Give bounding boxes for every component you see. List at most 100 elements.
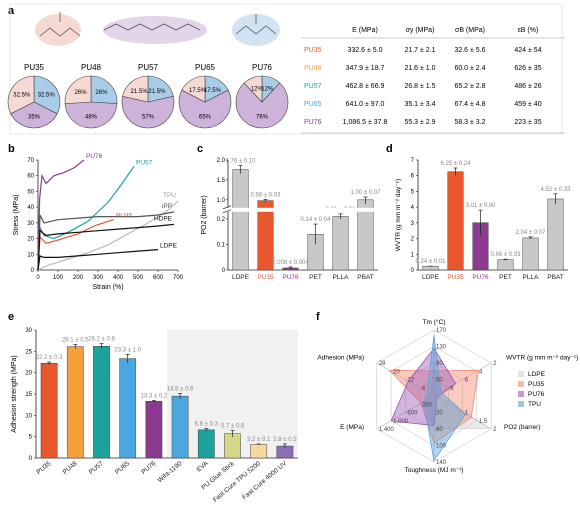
bar xyxy=(145,401,163,459)
series-label: LDPE xyxy=(160,243,178,250)
y-axis-label: Adhesion strength (MPa) xyxy=(11,355,18,432)
category-label: EVA xyxy=(195,460,210,474)
y-tick-label: 6 xyxy=(411,174,415,180)
data-label: 5.7 ± 0.8 xyxy=(221,423,245,429)
segment-highlight-pink xyxy=(35,14,81,46)
bar xyxy=(119,358,137,459)
series-label: PU57 xyxy=(136,159,153,166)
bar xyxy=(332,216,349,271)
category-label: Fast Cure TPU 5200 xyxy=(212,460,262,504)
legend-swatch xyxy=(518,401,524,407)
panel-a-frame xyxy=(9,3,563,135)
category-label: Wiht-1190 xyxy=(157,460,184,484)
data-label: 6.6 ± 0.3 xyxy=(195,422,219,428)
radar-tick-label: 60 xyxy=(436,427,443,433)
panel-label-c: c xyxy=(197,143,203,155)
panel-label-f: f xyxy=(316,311,320,323)
radar-axis-label: Tm (°C) xyxy=(423,318,446,326)
pie-slice-label: 26% xyxy=(75,90,88,96)
category-label: PBAT xyxy=(547,274,564,281)
bar xyxy=(232,169,249,271)
data-label: 0.66 ± 0.03 xyxy=(491,252,522,258)
radar-axis xyxy=(376,395,435,430)
pie-slice xyxy=(10,101,58,129)
table-cell: 1,086.5 ± 37.8 xyxy=(343,119,388,126)
y-tick-label: 2.0 xyxy=(217,158,226,164)
bond-line xyxy=(39,27,81,37)
wvtr-plot: 0.24 ± 0.01 LDPE 6.25 ± 0.24 PU35 3.01 ± 0.8… xyxy=(395,158,571,281)
bar xyxy=(93,345,110,459)
table-cell: 347.9 ± 18.7 xyxy=(346,65,385,72)
y-tick-label: 20 xyxy=(27,237,34,243)
x-tick-label: 0 xyxy=(36,275,40,281)
bar xyxy=(250,444,268,459)
category-label: PU57 xyxy=(88,460,105,476)
bar xyxy=(497,259,514,271)
segment-highlight-blue xyxy=(232,14,280,46)
y-tick-label: 60 xyxy=(27,174,34,180)
pie-slice xyxy=(243,75,263,103)
y-tick-label: 5 xyxy=(411,189,415,195)
y-tick-label: 10 xyxy=(27,252,34,258)
radar-tick-label: 170 xyxy=(436,328,447,334)
series-label: TPU xyxy=(163,192,176,199)
x-tick-label: 700 xyxy=(173,275,184,281)
pie-title: PU76 xyxy=(252,63,273,72)
y-axis-label: PO2 (barrer) xyxy=(201,195,208,234)
radar-tick-label: 600 xyxy=(407,411,418,417)
data-label: 1.00 ± 0.07 xyxy=(351,190,382,196)
pie-title: PU65 xyxy=(195,63,216,72)
legend-label: PU35 xyxy=(528,381,545,388)
panel-label-e: e xyxy=(8,311,14,323)
table-header: σy (MPa) xyxy=(406,27,435,34)
bar xyxy=(171,395,189,459)
radar-series xyxy=(388,369,480,445)
data-label: 0.14 ± 0.04 xyxy=(301,217,332,223)
radar-tick-label: 90 xyxy=(436,361,443,367)
legend-label: LDPE xyxy=(528,371,546,378)
pie-slice xyxy=(7,75,35,115)
radar-tick-label: 8 xyxy=(450,386,454,392)
table-cell: 21.7 ± 2.1 xyxy=(404,47,435,54)
category-label: PU76 xyxy=(140,460,157,476)
data-label: 13.3 ± 0.2 xyxy=(141,393,168,399)
radar-tick-label: 20 xyxy=(393,369,400,375)
table-cell: 35.1 ± 3.4 xyxy=(404,101,435,108)
panel-label-a: a xyxy=(8,5,15,17)
category-label: LDPE xyxy=(232,274,250,281)
y-axis-label: WVTR (g mm m⁻² day⁻¹) xyxy=(395,179,402,251)
data-label: 26.1 ± 0.5 xyxy=(62,338,89,344)
y-tick-label: 50 xyxy=(27,189,34,195)
pie-slice-label: 57% xyxy=(142,114,155,120)
pie-slice-label: 21.5% xyxy=(131,89,149,95)
y-axis-label: Stress (MPa) xyxy=(13,195,20,236)
radar-tick-label: 12 xyxy=(407,378,414,384)
pie-slice xyxy=(64,75,92,104)
adhesion-plot: 22.2 ± 0.3 PU35 26.1 ± 0.5 PU48 26.2 ± 0.6 PU… xyxy=(11,328,298,504)
radar-tick-label: 6 xyxy=(465,378,469,384)
table-cell: 32.6 ± 5.6 xyxy=(454,47,485,54)
radar-axis-label: PO2 (barrer) xyxy=(504,424,540,431)
data-label: 22.2 ± 0.3 xyxy=(36,355,63,361)
table-cell: 641.0 ± 97.0 xyxy=(346,101,385,108)
series-line xyxy=(37,249,159,271)
pie-slice-label: 12% xyxy=(261,87,274,93)
y-tick-label: 7 xyxy=(411,158,415,164)
radar-tick-label: 4 xyxy=(479,369,483,375)
series-line xyxy=(37,165,135,271)
pie-slice-label: 17.5% xyxy=(204,88,222,94)
bar xyxy=(66,346,84,459)
table-cell: 223 ± 35 xyxy=(514,119,541,126)
category-label: PU76 xyxy=(282,274,299,281)
pie-slice xyxy=(178,89,232,129)
pie-slice-label: 17.5% xyxy=(189,88,207,94)
radar-series xyxy=(390,347,457,427)
bond-line xyxy=(235,25,277,35)
y-tick-label: 2 xyxy=(411,237,415,243)
y-tick-label: 0 xyxy=(222,268,226,274)
pie-slice xyxy=(235,82,289,129)
category-label: PU76 xyxy=(472,274,489,281)
table-cell: 462.8 ± 66.9 xyxy=(346,83,385,90)
radar-tick-label: 1.5 xyxy=(479,419,488,425)
radar-tick-label: 1 xyxy=(465,411,469,417)
